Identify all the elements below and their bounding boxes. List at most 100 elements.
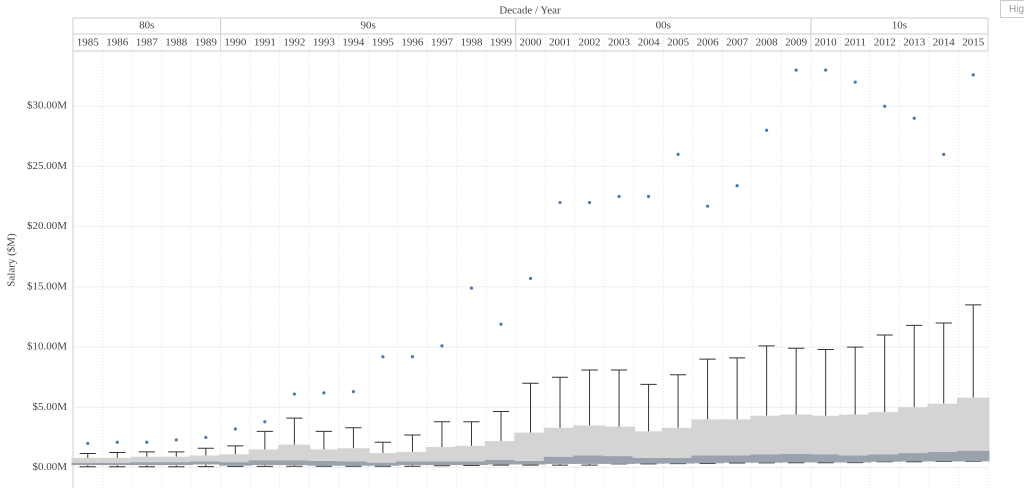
x-tick-label: 2002 [579,37,601,49]
x-tick-label: 1998 [460,37,483,49]
box-lower [632,457,665,464]
max-point [322,391,326,395]
box-lower [219,462,252,466]
box-lower [750,454,783,463]
box-lower [307,460,341,466]
x-tick-label: 2012 [874,37,896,49]
max-point [853,80,857,84]
box-upper [779,414,813,454]
x-tick-label: 2013 [903,37,926,49]
x-tick-label: 1988 [165,37,188,49]
box-upper [573,425,606,456]
x-tick-label: 1990 [224,37,247,49]
box-upper [927,403,960,452]
box-lower [868,454,901,462]
box-upper [307,449,341,461]
box-upper [484,441,518,460]
max-point [381,355,385,359]
x-tick-label: 1985 [77,37,100,49]
box-lower [897,453,931,462]
box-lower [484,459,518,465]
x-tick-label: 2014 [933,37,956,49]
box-upper [278,444,311,461]
highlight-box[interactable]: Hig [1000,0,1024,18]
y-tick-label: $10.00M [27,341,67,353]
box-lower [573,455,606,464]
box-lower [455,461,488,466]
y-tick-label: $25.00M [27,160,67,172]
box-upper [809,415,842,455]
y-tick-label: $15.00M [27,280,67,292]
box-lower [160,462,193,466]
x-tick-label: 1994 [342,37,365,49]
box-lower [691,455,724,464]
max-point [765,128,769,132]
box-lower [957,450,990,462]
box-lower [543,456,577,464]
box-upper [720,419,754,456]
box-lower [248,460,282,466]
y-axis-title: Salary ($M) [6,233,18,287]
x-tick-label: 2006 [697,37,720,49]
max-point [646,194,651,199]
box-upper [366,453,400,463]
max-point [971,73,975,77]
max-point [735,184,739,188]
box-upper [691,419,724,456]
box-lower [927,451,960,462]
x-tick-label: 1993 [313,37,336,49]
box-upper [396,451,429,462]
box-upper [337,448,370,462]
max-point [145,440,149,444]
box-lower [809,454,842,463]
max-point [204,435,208,440]
decade-label: 10s [892,20,907,32]
x-tick-label: 1987 [136,37,159,49]
box-lower [602,456,636,464]
box-lower [514,460,547,465]
max-point [410,355,415,359]
box-lower [337,461,370,466]
box-upper [219,454,252,463]
x-tick-label: 1989 [195,37,218,49]
box-upper [957,397,990,451]
box-upper [455,445,488,462]
box-lower [130,462,164,466]
box-upper [543,427,577,457]
max-point [351,390,356,394]
x-tick-label: 1999 [490,37,513,49]
max-point [883,104,887,108]
decade-label: 00s [656,20,671,32]
x-tick-label: 1992 [283,37,305,49]
x-tick-label: 2007 [726,37,749,49]
x-tick-label: 2009 [785,37,808,49]
y-tick-label: $5.00M [32,401,67,413]
x-tick-label: 2004 [638,37,661,49]
max-point [705,204,710,208]
box-lower [71,462,104,466]
max-point [233,427,237,431]
box-upper [425,447,459,462]
y-tick-label: $30.00M [27,100,67,112]
max-point [499,322,503,326]
x-tick-label: 2010 [815,37,838,49]
box-upper [248,449,282,461]
x-tick-label: 1991 [254,37,276,49]
max-point [292,392,296,396]
x-tick-label: 1996 [401,37,424,49]
box-upper [750,415,783,455]
box-lower [838,455,872,463]
x-tick-label: 2000 [520,37,543,49]
max-point [469,286,474,290]
box-upper [514,432,547,461]
max-point [912,116,916,120]
x-tick-label: 1995 [372,37,395,49]
box-upper [661,427,695,458]
x-tick-label: 1986 [106,37,129,49]
x-tick-label: 2001 [549,37,571,49]
box-upper [71,457,104,463]
x-tick-label: 2005 [667,37,690,49]
max-point [942,152,946,156]
max-point [824,68,828,72]
box-lower [396,461,429,466]
